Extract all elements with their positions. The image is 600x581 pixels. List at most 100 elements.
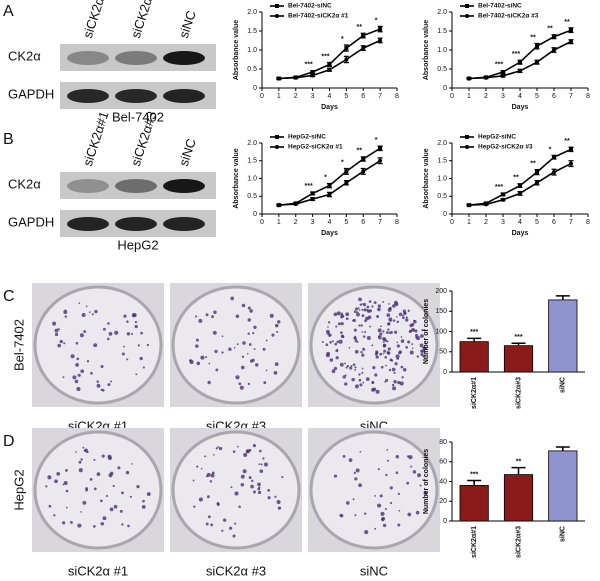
colony (258, 463, 261, 465)
colony (392, 386, 397, 391)
error-bar (467, 479, 482, 486)
colony (263, 381, 267, 385)
colony (85, 305, 88, 308)
plate (33, 430, 163, 550)
x-tick-label: 2 (294, 93, 298, 100)
colony (393, 379, 397, 384)
y-tick-label: 0.5 (437, 66, 447, 73)
colony (349, 366, 353, 370)
bar (548, 450, 578, 522)
lane-label: siCK2α#1 (80, 0, 112, 40)
colony (77, 373, 81, 377)
colony (242, 469, 247, 474)
colony (376, 314, 380, 318)
colony (350, 364, 353, 367)
error-bar (555, 446, 570, 451)
colony (213, 453, 215, 456)
colony (354, 368, 357, 371)
colony (253, 348, 256, 350)
x-tick-label: 4 (328, 93, 332, 100)
blot-band (115, 217, 157, 231)
colony (339, 362, 344, 367)
colony (213, 310, 217, 314)
x-tick-label: 3 (501, 93, 505, 100)
colony (196, 465, 199, 468)
colony (358, 297, 362, 302)
colony (382, 352, 385, 355)
colony (83, 330, 87, 333)
colony (421, 349, 426, 353)
colony (395, 471, 399, 475)
row-label: GAPDH (8, 86, 54, 101)
plate-label: siCK2α #1 (68, 563, 128, 578)
colony (137, 344, 140, 347)
marker (535, 60, 539, 65)
colony (56, 472, 61, 476)
colony (364, 512, 367, 515)
colony (62, 521, 66, 525)
y-tick-label: 0.5 (247, 193, 257, 200)
colony (215, 368, 219, 372)
colony (337, 322, 341, 326)
colony (387, 322, 391, 326)
panel-label: D (3, 433, 15, 450)
colony (411, 343, 414, 346)
colony (358, 378, 362, 382)
colony (379, 494, 383, 498)
colony (422, 346, 427, 350)
colony (411, 347, 414, 350)
colony (384, 339, 387, 342)
colony (205, 475, 209, 478)
x-tick-label: 3 (311, 93, 315, 100)
marker (378, 158, 383, 163)
colony (229, 526, 233, 530)
plate (309, 430, 439, 550)
colony (377, 468, 380, 471)
blot-band (115, 89, 157, 103)
colony (392, 319, 396, 322)
marker (518, 183, 522, 188)
colony (398, 351, 402, 355)
x-tick-label: 7 (378, 93, 382, 100)
x-tick-label: 8 (395, 219, 399, 226)
colony (390, 330, 393, 334)
colony (230, 486, 233, 489)
y-tick-label: 2.0 (247, 140, 257, 147)
colony (338, 339, 343, 344)
colony (336, 340, 340, 344)
colony (379, 352, 383, 356)
blot-band (67, 51, 109, 65)
colony (193, 505, 196, 508)
colony (235, 375, 240, 380)
panel-label: A (3, 3, 14, 20)
colony (394, 362, 398, 366)
bar (548, 299, 578, 373)
colony (121, 523, 124, 526)
marker (535, 180, 539, 185)
marker (344, 180, 349, 185)
colony (54, 479, 58, 484)
colony (240, 474, 245, 479)
colony (92, 525, 96, 528)
colony (265, 339, 268, 342)
colony (207, 380, 211, 385)
significance: * (341, 36, 344, 43)
colony (101, 454, 105, 458)
significance: *** (470, 471, 478, 478)
significance: * (375, 17, 378, 24)
colony (200, 467, 203, 470)
colony (52, 321, 57, 326)
cell-line-label: HepG2 (11, 469, 26, 510)
colony (234, 491, 239, 496)
colony (195, 338, 199, 342)
x-tick-label: 4 (518, 219, 522, 226)
significance: ** (513, 175, 519, 182)
colony (385, 364, 387, 367)
colony (248, 343, 252, 346)
plate-label: siCK2α #3 (206, 563, 266, 578)
colony (411, 328, 415, 332)
x-tick-label: 1 (467, 93, 471, 100)
colony (243, 452, 248, 457)
colony (383, 349, 387, 353)
colony (63, 481, 68, 486)
